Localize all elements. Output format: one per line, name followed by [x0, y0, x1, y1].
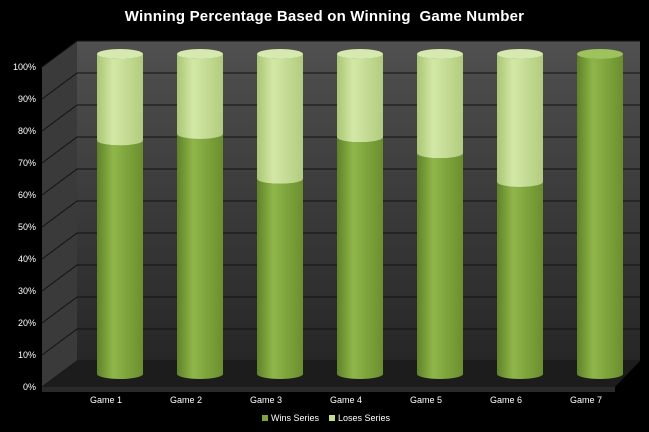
y-tick-label: 30%	[18, 286, 36, 296]
bar-wins	[337, 137, 383, 379]
y-tick-label: 60%	[18, 190, 36, 200]
bar-loses	[177, 54, 223, 139]
x-tick-label: Game 2	[170, 395, 202, 405]
y-tick-label: 10%	[18, 350, 36, 360]
x-tick-label: Game 6	[490, 395, 522, 405]
bar-wins	[417, 153, 463, 379]
bar-loses	[497, 54, 543, 187]
bar-group	[577, 49, 623, 379]
bar-group	[257, 49, 303, 379]
x-tick-label: Game 1	[90, 395, 122, 405]
bar-loses-top	[97, 49, 143, 59]
bar-loses	[417, 54, 464, 159]
legend-item-wins: Wins Series	[262, 413, 319, 423]
bar-wins	[257, 178, 303, 379]
bar-loses	[257, 54, 303, 184]
bar-wins	[577, 54, 623, 379]
bar-group	[97, 49, 143, 379]
y-tick-label: 50%	[18, 222, 36, 232]
floor-edge	[42, 387, 615, 392]
y-tick-label: 90%	[18, 94, 36, 104]
bar-group	[497, 49, 543, 379]
bar-group	[417, 49, 464, 379]
bar-group	[337, 49, 383, 379]
bar-group	[177, 49, 223, 379]
bar-wins	[497, 182, 543, 379]
y-tick-label: 100%	[13, 62, 36, 72]
bar-loses-top	[337, 49, 383, 59]
y-tick-label: 0%	[23, 382, 36, 392]
chart-title: Winning Percentage Based on Winning Game…	[124, 8, 525, 25]
legend-label-loses: Loses Series	[338, 413, 391, 423]
bar-wins-top	[577, 49, 623, 59]
legend-label-wins: Wins Series	[271, 413, 320, 423]
bar-loses-top	[177, 49, 223, 59]
x-tick-label: Game 7	[570, 395, 602, 405]
legend-swatch-loses	[329, 415, 336, 421]
legend-item-loses: Loses Series	[329, 413, 390, 423]
bar-wins	[97, 140, 143, 379]
y-tick-label: 20%	[18, 318, 36, 328]
x-tick-label: Game 3	[250, 395, 282, 405]
bar-loses	[337, 54, 383, 143]
bar-loses-top	[257, 49, 303, 59]
x-tick-label: Game 5	[410, 395, 442, 405]
y-tick-label: 70%	[18, 158, 36, 168]
x-tick-label: Game 4	[330, 395, 362, 405]
bar-loses-top	[497, 49, 543, 59]
y-tick-label: 80%	[18, 126, 36, 136]
y-tick-label: 40%	[18, 254, 36, 264]
legend: Wins Series Loses Series	[262, 413, 390, 423]
gridline	[41, 40, 640, 68]
bar-loses-top	[417, 49, 463, 59]
bar-wins	[177, 134, 223, 379]
legend-swatch-wins	[262, 415, 268, 421]
bar-loses	[97, 54, 143, 146]
